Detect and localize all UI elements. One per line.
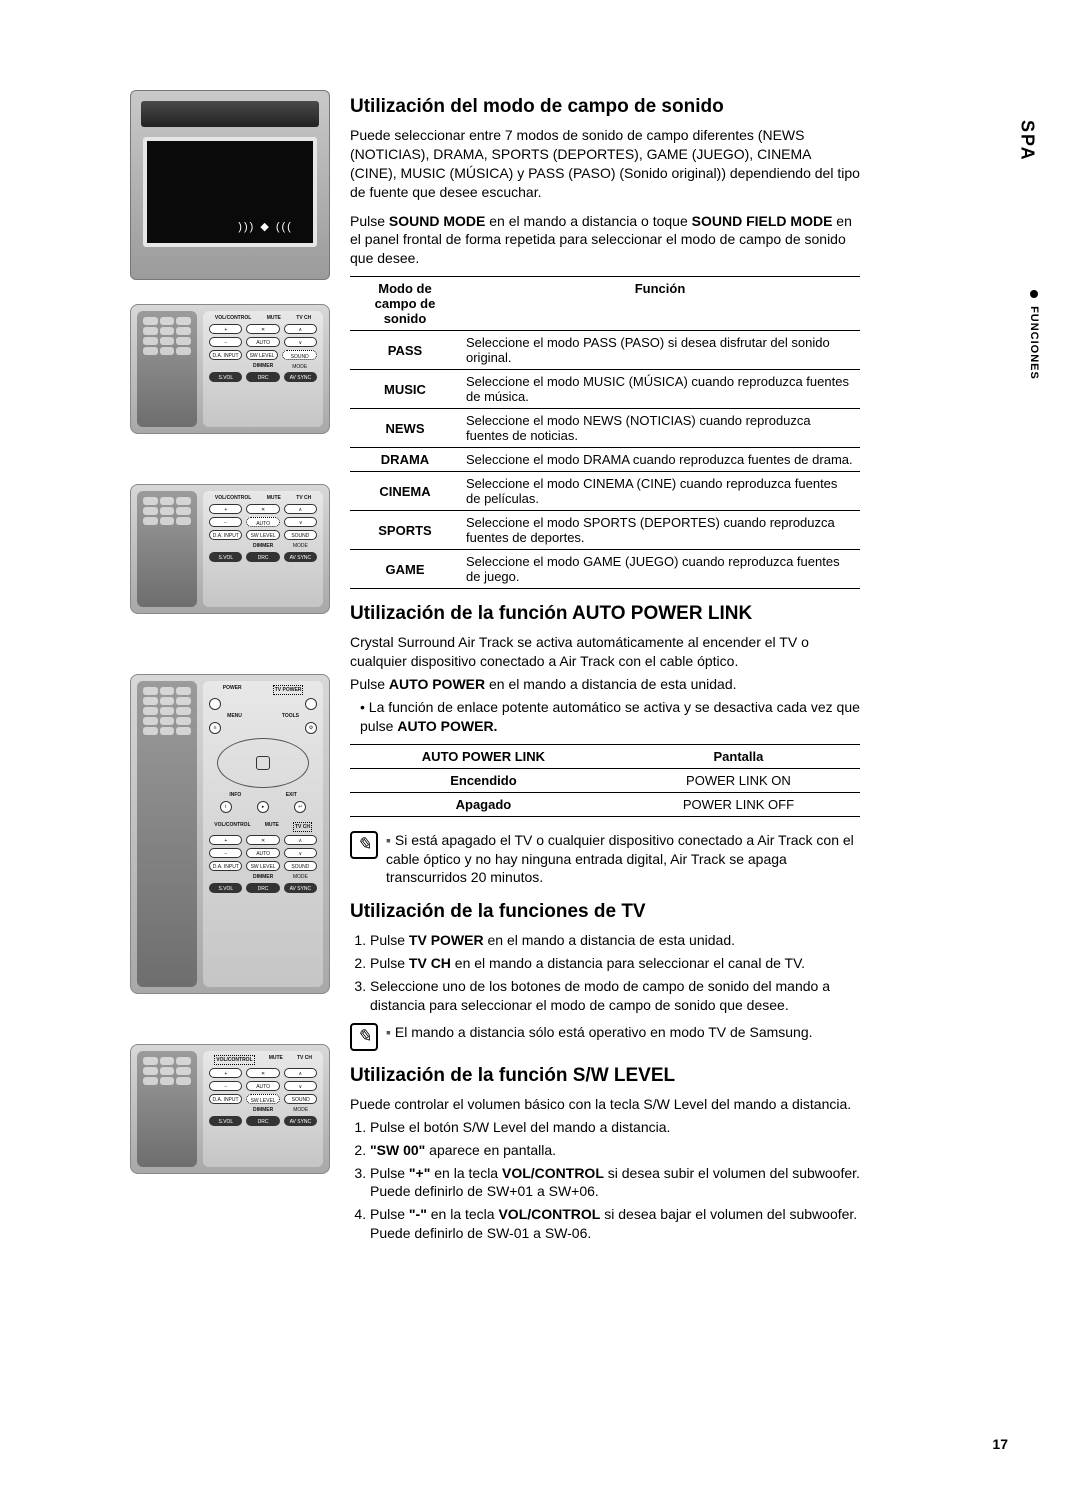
mode-cell: CINEMA	[350, 472, 460, 511]
table-row: DRAMASeleccione el modo DRAMA cuando rep…	[350, 448, 860, 472]
state-cell: Encendido	[350, 768, 617, 792]
sw-intro: Puede controlar el volumen básico con la…	[350, 1095, 860, 1114]
section-tab: FUNCIONES	[1028, 290, 1040, 380]
table-row: MUSICSeleccione el modo MUSIC (MÚSICA) c…	[350, 370, 860, 409]
apl-bullet: La función de enlace potente automático …	[360, 698, 860, 736]
remote-illustration-1: VOL/CONTROLMUTETV CH +✕∧ −AUTO POWER∨ D.…	[130, 304, 330, 434]
func-cell: Seleccione el modo NEWS (NOTICIAS) cuand…	[460, 409, 860, 448]
list-item: Pulse TV POWER en el mando a distancia d…	[370, 931, 860, 950]
note-icon: ✎	[350, 831, 378, 859]
language-code: SPA	[1017, 120, 1038, 162]
note-auto-power: ✎ Si está apagado el TV o cualquier disp…	[350, 831, 860, 888]
mode-cell: MUSIC	[350, 370, 460, 409]
table-row: PASSSeleccione el modo PASS (PASO) si de…	[350, 331, 860, 370]
col-function: Función	[460, 277, 860, 331]
remote-illustration-2: VOL/CONTROLMUTETV CH +✕∧ −AUTO POWER∨ D.…	[130, 484, 330, 614]
note-tv: ✎ El mando a distancia sólo está operati…	[350, 1023, 860, 1051]
table-header-row: Modo de campo de sonido Función	[350, 277, 860, 331]
list-item: Pulse "-" en la tecla VOL/CONTROL si des…	[370, 1205, 860, 1243]
note-text: El mando a distancia sólo está operativo…	[386, 1023, 813, 1042]
tv-steps-list: Pulse TV POWER en el mando a distancia d…	[350, 931, 860, 1015]
display-cell: POWER LINK OFF	[617, 792, 860, 816]
table-row: SPORTSSeleccione el modo SPORTS (DEPORTE…	[350, 511, 860, 550]
section-label: FUNCIONES	[1028, 306, 1040, 380]
col-apl: AUTO POWER LINK	[350, 744, 617, 768]
sound-field-intro: Puede seleccionar entre 7 modos de sonid…	[350, 126, 860, 202]
table-row: NEWSSeleccione el modo NEWS (NOTICIAS) c…	[350, 409, 860, 448]
heading-tv-functions: Utilización de la funciones de TV	[350, 901, 860, 923]
page-content: ))) ◆ ((( VOL/CONTROLMUTETV CH +✕∧ −AUTO…	[0, 0, 1080, 1291]
table-header-row: AUTO POWER LINK Pantalla	[350, 744, 860, 768]
state-cell: Apagado	[350, 792, 617, 816]
func-cell: Seleccione el modo MUSIC (MÚSICA) cuando…	[460, 370, 860, 409]
func-cell: Seleccione el modo GAME (JUEGO) cuando r…	[460, 550, 860, 589]
col-mode: Modo de campo de sonido	[350, 277, 460, 331]
page-number: 17	[992, 1436, 1008, 1452]
table-row: CINEMASeleccione el modo CINEMA (CINE) c…	[350, 472, 860, 511]
apl-intro: Crystal Surround Air Track se activa aut…	[350, 633, 860, 671]
language-tab: SPA	[1014, 120, 1040, 167]
heading-sw-level: Utilización de la función S/W LEVEL	[350, 1065, 860, 1087]
apl-bullet-list: La función de enlace potente automático …	[350, 698, 860, 736]
list-item: Pulse el botón S/W Level del mando a dis…	[370, 1118, 860, 1137]
mode-cell: SPORTS	[350, 511, 460, 550]
list-item: Pulse "+" en la tecla VOL/CONTROL si des…	[370, 1164, 860, 1202]
soundbar-display-illustration: ))) ◆ (((	[130, 90, 330, 280]
mode-cell: NEWS	[350, 409, 460, 448]
mode-cell: GAME	[350, 550, 460, 589]
apl-instruction: Pulse AUTO POWER en el mando a distancia…	[350, 675, 860, 694]
table-row: EncendidoPOWER LINK ON	[350, 768, 860, 792]
bullet-icon	[1030, 290, 1038, 298]
list-item: "SW 00" aparece en pantalla.	[370, 1141, 860, 1160]
sound-field-instruction: Pulse SOUND MODE en el mando a distancia…	[350, 212, 860, 269]
sw-steps-list: Pulse el botón S/W Level del mando a dis…	[350, 1118, 860, 1243]
note-icon: ✎	[350, 1023, 378, 1051]
main-text-column: Utilización del modo de campo de sonido …	[350, 90, 860, 1251]
func-cell: Seleccione el modo CINEMA (CINE) cuando …	[460, 472, 860, 511]
mode-cell: DRAMA	[350, 448, 460, 472]
sound-mode-table: Modo de campo de sonido Función PASSSele…	[350, 276, 860, 589]
mode-cell: PASS	[350, 331, 460, 370]
list-item: Pulse TV CH en el mando a distancia para…	[370, 954, 860, 973]
func-cell: Seleccione el modo PASS (PASO) si desea …	[460, 331, 860, 370]
func-cell: Seleccione el modo DRAMA cuando reproduz…	[460, 448, 860, 472]
col-display: Pantalla	[617, 744, 860, 768]
illustration-column: ))) ◆ ((( VOL/CONTROLMUTETV CH +✕∧ −AUTO…	[130, 90, 350, 1251]
note-text: Si está apagado el TV o cualquier dispos…	[386, 831, 860, 888]
list-item: Seleccione uno de los botones de modo de…	[370, 977, 860, 1015]
table-row: GAMESeleccione el modo GAME (JUEGO) cuan…	[350, 550, 860, 589]
speaker-icon: ))) ◆ (((	[238, 220, 293, 233]
auto-power-link-table: AUTO POWER LINK Pantalla EncendidoPOWER …	[350, 744, 860, 817]
remote-button-cluster: VOL/CONTROLMUTETV CH +✕∧ −AUTO POWER∨ D.…	[203, 311, 323, 427]
remote-illustration-4: VOL/CONTROLMUTETV CH +✕∧ −AUTO POWER∨ D.…	[130, 1044, 330, 1174]
func-cell: Seleccione el modo SPORTS (DEPORTES) cua…	[460, 511, 860, 550]
heading-auto-power-link: Utilización de la función AUTO POWER LIN…	[350, 603, 860, 625]
heading-sound-field: Utilización del modo de campo de sonido	[350, 96, 860, 118]
table-row: ApagadoPOWER LINK OFF	[350, 792, 860, 816]
display-cell: POWER LINK ON	[617, 768, 860, 792]
remote-illustration-3-full: POWERTV POWER MENUTOOLS ≡⚙ INFOEXIT i▸↩ …	[130, 674, 330, 994]
